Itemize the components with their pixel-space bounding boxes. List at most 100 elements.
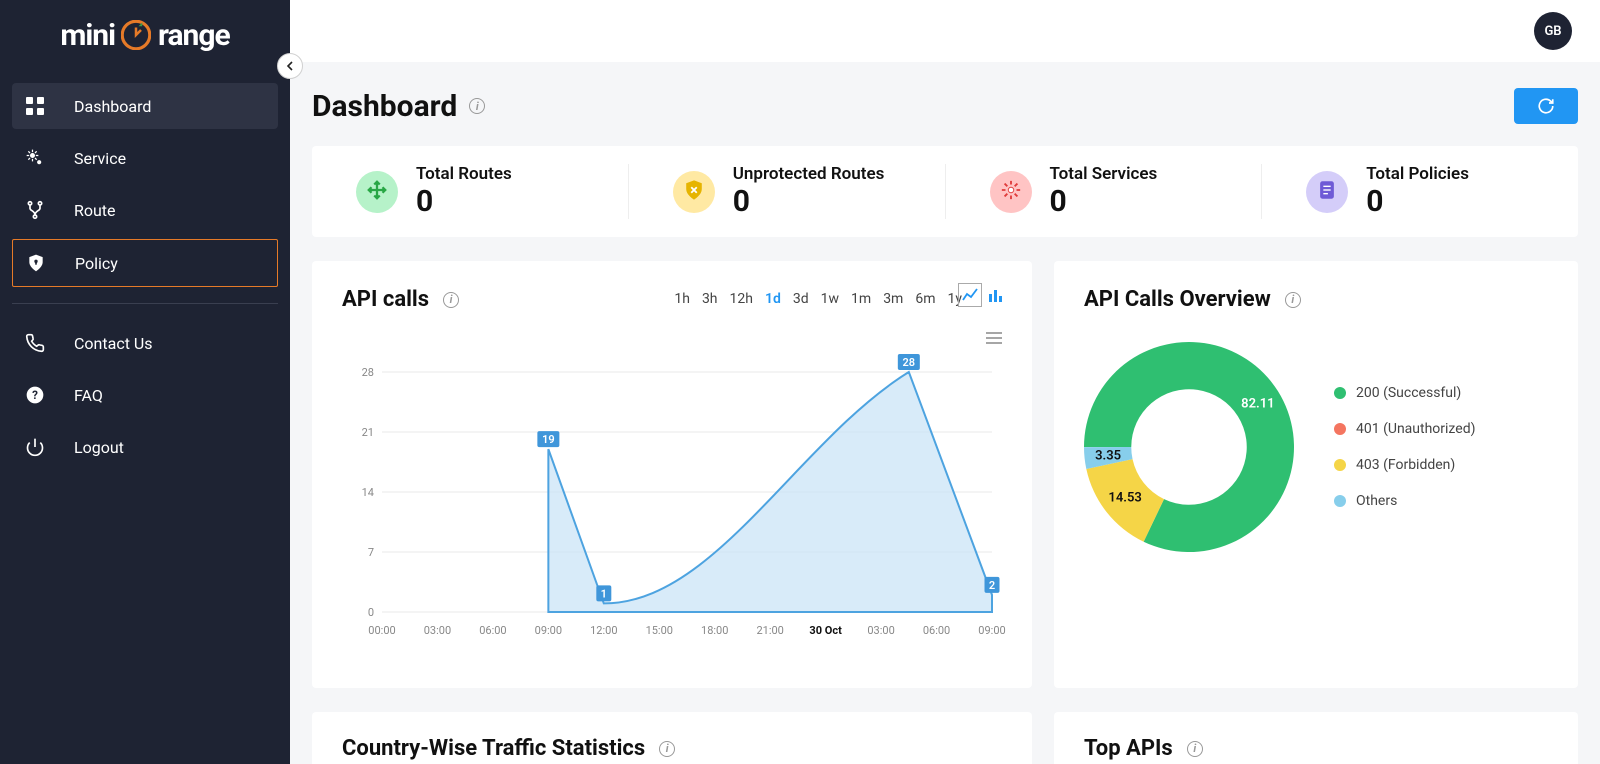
shield-icon <box>25 252 47 274</box>
svg-text:03:00: 03:00 <box>867 624 894 637</box>
svg-text:21: 21 <box>362 426 374 439</box>
time-range-tabs: 1h3h12h1d3d1w1m3m6m1y <box>674 291 962 307</box>
svg-text:0: 0 <box>368 606 374 619</box>
legend-dot <box>1334 387 1346 399</box>
nav-footer: Contact Us? FAQ Logout <box>0 320 290 470</box>
question-icon: ? <box>24 384 46 406</box>
range-tab-6m[interactable]: 6m <box>915 291 935 307</box>
legend-item: 403 (Forbidden) <box>1334 457 1475 473</box>
sidebar-item-policy[interactable]: Policy <box>12 239 278 287</box>
api-overview-title: API Calls Overview i <box>1084 287 1548 312</box>
range-tab-3d[interactable]: 3d <box>793 291 809 307</box>
chart-menu-icon[interactable] <box>986 329 1002 348</box>
info-icon[interactable]: i <box>659 741 675 757</box>
svg-text:3.35: 3.35 <box>1095 449 1121 464</box>
refresh-button[interactable] <box>1514 88 1578 124</box>
info-icon[interactable]: i <box>1187 741 1203 757</box>
sidebar-item-dashboard[interactable]: Dashboard <box>12 83 278 129</box>
svg-text:03:00: 03:00 <box>424 624 451 637</box>
stat-label: Total Services <box>1050 164 1158 184</box>
svg-text:82.11: 82.11 <box>1241 397 1274 412</box>
range-tab-1m[interactable]: 1m <box>851 291 871 307</box>
logo-post: range <box>158 18 230 53</box>
stat-icon <box>673 171 715 213</box>
svg-text:18:00: 18:00 <box>701 624 728 637</box>
legend-dot <box>1334 423 1346 435</box>
legend-dot <box>1334 495 1346 507</box>
legend-dot <box>1334 459 1346 471</box>
api-overview-card: API Calls Overview i 82.11 14.53 3.35 200 … <box>1054 261 1578 688</box>
range-tab-1d[interactable]: 1d <box>765 291 781 307</box>
sidebar-item-faq[interactable]: ? FAQ <box>12 372 278 418</box>
sidebar-item-label: FAQ <box>74 386 103 405</box>
sidebar-item-route[interactable]: Route <box>12 187 278 233</box>
fork-icon <box>24 199 46 221</box>
svg-text:14.53: 14.53 <box>1108 490 1141 505</box>
svg-text:14: 14 <box>362 486 374 499</box>
nav-main: Dashboard Service Route Policy <box>0 83 290 287</box>
api-overview-donut: 82.11 14.53 3.35 <box>1084 342 1294 552</box>
stat-label: Total Routes <box>416 164 512 184</box>
sidebar-item-logout[interactable]: Logout <box>12 424 278 470</box>
stat-label: Total Policies <box>1366 164 1469 184</box>
sidebar-item-label: Service <box>74 149 126 168</box>
info-icon[interactable]: i <box>1285 292 1301 308</box>
sidebar: mini range Dashboard Service Route Policy C… <box>0 0 290 764</box>
sidebar-item-label: Policy <box>75 254 118 273</box>
logo: mini range <box>0 18 290 83</box>
range-tab-1h[interactable]: 1h <box>674 291 690 307</box>
range-tab-12h[interactable]: 12h <box>730 291 753 307</box>
gears-icon <box>24 147 46 169</box>
sidebar-item-contact-us[interactable]: Contact Us <box>12 320 278 366</box>
main-content: Dashboard i Total Routes0Unprotected Rou… <box>290 62 1600 764</box>
svg-text:19: 19 <box>542 433 555 446</box>
line-chart-icon[interactable] <box>958 283 982 307</box>
range-tab-1w[interactable]: 1w <box>821 291 839 307</box>
svg-text:06:00: 06:00 <box>479 624 506 637</box>
svg-text:1: 1 <box>601 587 607 600</box>
stats-row: Total Routes0Unprotected Routes0Total Se… <box>312 146 1578 237</box>
user-avatar[interactable]: GB <box>1534 12 1572 50</box>
svg-text:06:00: 06:00 <box>923 624 950 637</box>
range-tab-3m[interactable]: 3m <box>883 291 903 307</box>
chart-type-toggle <box>958 283 1008 307</box>
sidebar-item-label: Route <box>74 201 116 220</box>
country-traffic-card: Country-Wise Traffic Statistics i <box>312 712 1032 764</box>
stat-icon <box>1306 171 1348 213</box>
legend-label: 403 (Forbidden) <box>1356 457 1455 473</box>
range-tab-3h[interactable]: 3h <box>702 291 718 307</box>
svg-text:00:00: 00:00 <box>368 624 395 637</box>
stat-value: 0 <box>1050 184 1158 219</box>
api-calls-card: API calls i 1h3h12h1d3d1w1m3m6m1y 071421… <box>312 261 1032 688</box>
sidebar-collapse-button[interactable] <box>277 53 303 79</box>
stat-card: Unprotected Routes0 <box>629 164 946 219</box>
sidebar-item-service[interactable]: Service <box>12 135 278 181</box>
topbar: GB <box>290 0 1600 62</box>
donut-legend: 200 (Successful)401 (Unauthorized)403 (F… <box>1334 385 1475 509</box>
svg-text:28: 28 <box>362 366 374 379</box>
sidebar-item-label: Dashboard <box>74 97 151 116</box>
legend-label: Others <box>1356 493 1397 509</box>
stat-label: Unprotected Routes <box>733 164 885 184</box>
svg-text:12:00: 12:00 <box>590 624 617 637</box>
logo-pre: mini <box>60 18 115 53</box>
logo-mid <box>115 18 158 53</box>
svg-text:?: ? <box>32 388 38 402</box>
legend-item: 200 (Successful) <box>1334 385 1475 401</box>
stat-value: 0 <box>1366 184 1469 219</box>
svg-text:2: 2 <box>989 579 995 592</box>
api-calls-chart: 0714212800:0003:0006:0009:0012:0015:0018… <box>342 362 1002 662</box>
sidebar-item-label: Contact Us <box>74 334 153 353</box>
sidebar-item-label: Logout <box>74 438 124 457</box>
phone-icon <box>24 332 46 354</box>
svg-text:21:00: 21:00 <box>756 624 783 637</box>
svg-text:28: 28 <box>903 356 916 369</box>
legend-item: Others <box>1334 493 1475 509</box>
bar-chart-icon[interactable] <box>984 283 1008 307</box>
stat-value: 0 <box>733 184 885 219</box>
nav-divider <box>12 303 278 304</box>
stat-card: Total Routes0 <box>312 164 629 219</box>
svg-text:09:00: 09:00 <box>535 624 562 637</box>
info-icon[interactable]: i <box>443 292 459 308</box>
info-icon[interactable]: i <box>469 98 485 114</box>
